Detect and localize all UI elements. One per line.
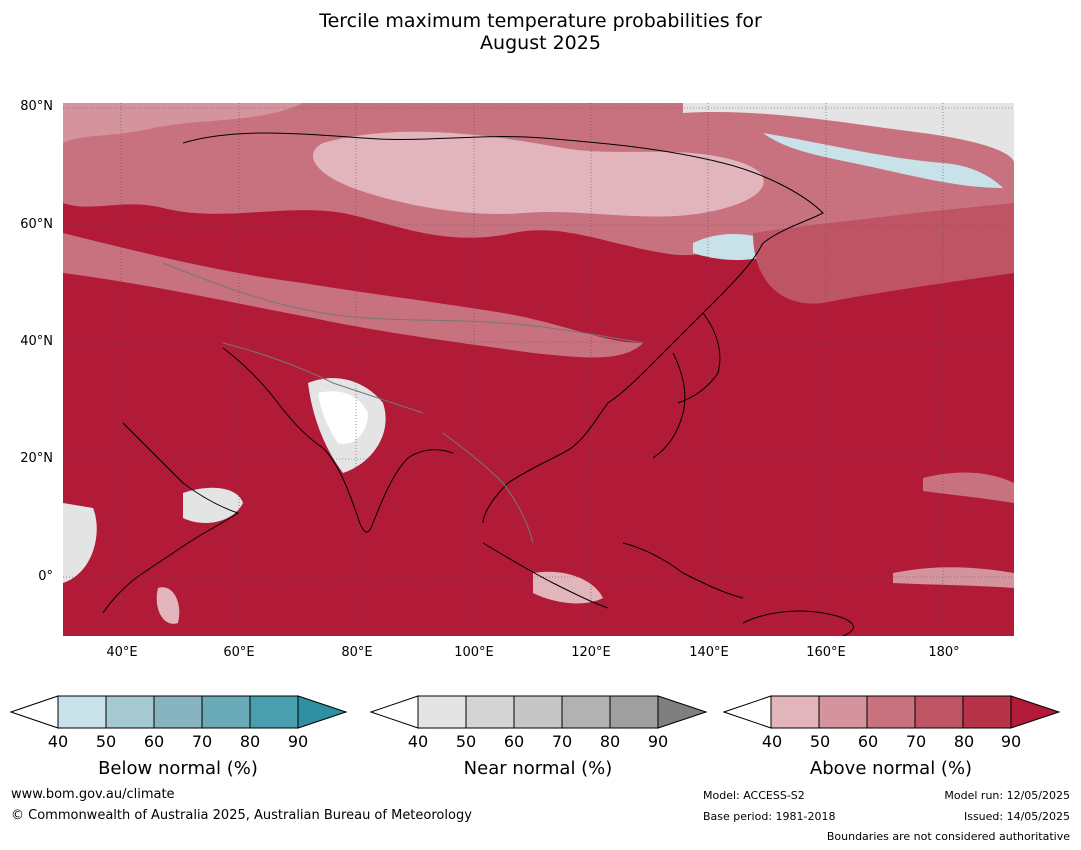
probability-map [63,103,1014,636]
colorbar-swatch [417,695,467,729]
lon-label-60e: 60°E [223,645,255,660]
colorbar-above-title: Above normal (%) [809,758,973,779]
colorbar-above-swatches [722,695,1061,729]
graticule [63,103,1014,636]
colorbar-below-title: Below normal (%) [98,758,258,779]
colorbar-tick: 40 [761,732,783,751]
colorbar-swatch [770,695,820,729]
title-line-2: August 2025 [480,32,601,54]
map-title: Tercile maximum temperature probabilitie… [0,10,1081,54]
footer-model-run: Model run: 12/05/2025 [944,789,1070,802]
colorbar-swatch [962,695,1012,729]
footer-base-period: Base period: 1981-2018 [703,810,836,823]
colorbar-tick: 90 [1000,732,1022,751]
colorbar-tick: 70 [551,732,573,751]
map-zone-60-nw [63,103,303,143]
map-zone-madagascar [156,587,180,624]
colorbar-near-swatches [369,695,708,729]
footer-disclaimer: Boundaries are not considered authoritat… [826,830,1070,843]
colorbar-extend-low [9,695,59,729]
footer-model: Model: ACCESS-S2 [703,789,805,802]
lat-label-0: 0° [38,569,53,584]
map-zone-pacific-n [923,472,1014,503]
colorbar-swatch [513,695,563,729]
colorbar-above: 40 50 60 70 80 90 [722,690,1063,751]
map-zone-borneo [533,571,603,604]
colorbar-tick: 70 [191,732,213,751]
colorbar-swatch [561,695,611,729]
lon-label-140e: 140°E [689,645,729,660]
colorbar-below-swatches [9,695,348,729]
colorbar-extend-high [297,695,348,729]
colorbar-extend-low [722,695,772,729]
map-canvas [63,103,1014,636]
colorbar-tick: 80 [599,732,621,751]
coastlines [102,132,854,636]
colorbar-swatch [914,695,964,729]
colorbar-swatch [249,695,299,729]
colorbar-near: 40 50 60 70 80 90 [369,690,710,751]
title-line-1: Tercile maximum temperature probabilitie… [319,10,762,32]
lon-label-80e: 80°E [341,645,373,660]
lat-label-20n: 20°N [20,451,53,466]
colorbar-swatch [609,695,659,729]
colorbar-tick: 50 [95,732,117,751]
colorbar-swatch [465,695,515,729]
map-zone-70-mid [63,233,643,358]
colorbar-swatch [153,695,203,729]
lon-label-120e: 120°E [571,645,611,660]
colorbar-tick: 80 [953,732,975,751]
colorbar-swatch [818,695,868,729]
colorbar-swatch [866,695,916,729]
map-zone-india-white [318,391,368,444]
colorbar-tick: 90 [647,732,669,751]
colorbar-near-title: Near normal (%) [463,758,613,779]
colorbar-extend-high [1010,695,1061,729]
colorbar-extend-high [657,695,708,729]
map-zone-80-ne [753,203,1014,304]
map-zone-africa-near [63,503,97,583]
lon-label-160e: 160°E [806,645,846,660]
map-zone-near-north [683,103,1014,163]
colorbar-tick: 60 [143,732,165,751]
colorbar-swatch [57,695,107,729]
colorbar-below: 40 50 60 70 80 90 [9,690,350,751]
map-zone-pacific-band [893,567,1014,588]
colorbar-tick: 60 [503,732,525,751]
colorbar-tick: 40 [47,732,69,751]
colorbar-tick: 70 [905,732,927,751]
footer-copyright: © Commonwealth of Australia 2025, Austra… [11,808,472,823]
colorbar-extend-low [369,695,419,729]
footer-issued: Issued: 14/05/2025 [963,810,1070,823]
footer-url: www.bom.gov.au/climate [11,787,175,802]
lat-label-40n: 40°N [20,334,53,349]
country-borders [162,262,644,544]
lon-label-100e: 100°E [454,645,494,660]
map-zone-below-arctic [763,133,1003,188]
colorbar-swatch [105,695,155,729]
map-zone-50 [313,131,764,217]
lon-label-180: 180° [928,645,960,660]
lat-label-60n: 60°N [20,217,53,232]
colorbar-swatch [201,695,251,729]
colorbar-tick: 50 [809,732,831,751]
colorbar-tick: 90 [287,732,309,751]
lat-label-80n: 80°N [20,99,53,114]
colorbar-tick: 50 [455,732,477,751]
colorbar-tick: 80 [239,732,261,751]
map-zone-arabian-near [183,487,243,523]
lon-label-40e: 40°E [106,645,138,660]
colorbar-tick: 60 [857,732,879,751]
colorbar-tick: 40 [407,732,429,751]
